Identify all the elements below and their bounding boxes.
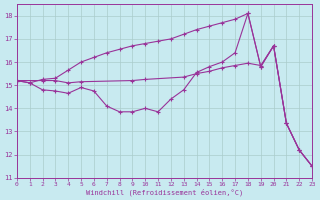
X-axis label: Windchill (Refroidissement éolien,°C): Windchill (Refroidissement éolien,°C) — [86, 188, 243, 196]
